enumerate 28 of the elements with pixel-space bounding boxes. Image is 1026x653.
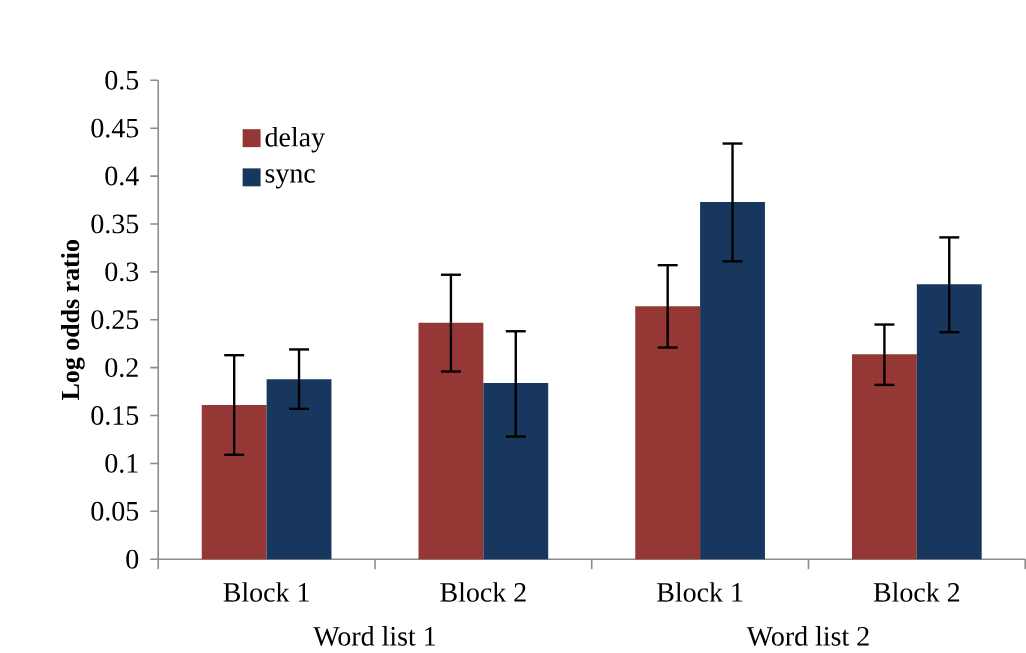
- x-tick-label: Block 1: [223, 582, 309, 603]
- y-axis-title: Log odds ratio: [60, 240, 85, 401]
- y-tick-label: 0: [126, 550, 139, 569]
- bar: [418, 322, 484, 560]
- y-tick-label: 0.4: [105, 166, 139, 186]
- y-tick-label: 0.1: [105, 454, 138, 474]
- legend-label: sync: [265, 169, 315, 189]
- text: Word list 1: [313, 626, 436, 647]
- x-tick-label: Block 1: [657, 582, 743, 603]
- y-tick-label: 0.3: [105, 262, 139, 282]
- y-tick-label: 0.15: [91, 406, 139, 426]
- bar: [916, 284, 982, 560]
- y-tick-label: 0.35: [91, 214, 139, 234]
- y-tick-label: 0.2: [105, 358, 138, 378]
- y-tick-label: 0.5: [105, 71, 139, 91]
- text: Word list 2: [746, 626, 869, 647]
- y-tick-label: 0.45: [91, 118, 139, 138]
- x-tick-label: Block 2: [440, 582, 526, 603]
- x-tick-label: Block 2: [873, 582, 960, 603]
- bar: [483, 383, 549, 560]
- y-tick-label: 0.25: [91, 310, 139, 330]
- legend-label: delay: [265, 127, 325, 153]
- bar: [851, 354, 917, 560]
- bar: [201, 405, 267, 560]
- bar: [700, 202, 765, 560]
- bar: [266, 379, 332, 560]
- y-tick-label: 0.05: [91, 502, 139, 522]
- bar: [635, 306, 701, 560]
